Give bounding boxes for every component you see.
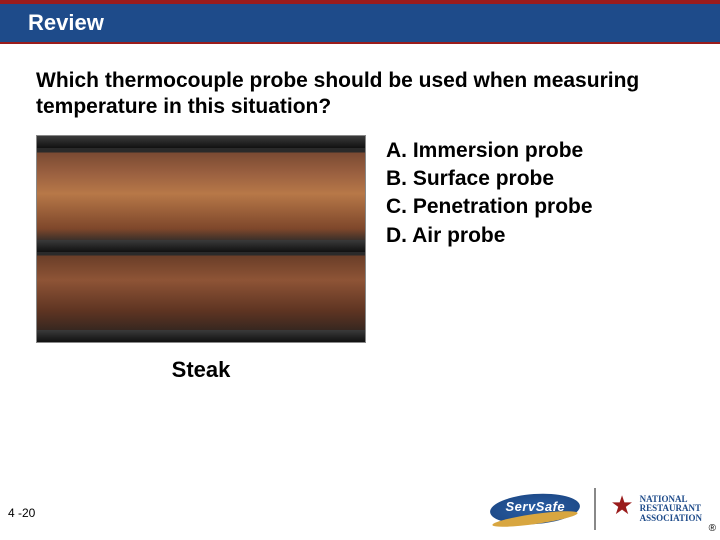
option-d: D. Air probe (386, 222, 684, 250)
option-letter: A. (386, 139, 407, 162)
logo-divider (594, 488, 596, 530)
question-text: Which thermocouple probe should be used … (36, 68, 684, 121)
header-bar: Review (0, 0, 720, 44)
option-letter: B. (386, 167, 407, 190)
header-title: Review (28, 10, 104, 36)
registered-mark: ® (709, 523, 716, 534)
option-label: Surface probe (413, 167, 554, 190)
options-column: A. Immersion probe B. Surface probe C. P… (386, 135, 684, 250)
steak-image (36, 135, 366, 343)
footer-logos: ServSafe ★ NATIONAL RESTAURANT ASSOCIATI… (490, 488, 702, 530)
image-column: Steak (36, 135, 366, 383)
option-label: Air probe (412, 224, 505, 247)
servsafe-logo: ServSafe (490, 490, 580, 528)
nra-logo-text: NATIONAL RESTAURANT ASSOCIATION (640, 495, 702, 523)
option-letter: C. (386, 195, 407, 218)
image-caption: Steak (36, 357, 366, 383)
option-label: Penetration probe (413, 195, 593, 218)
option-c: C. Penetration probe (386, 193, 684, 221)
option-a: A. Immersion probe (386, 137, 684, 165)
servsafe-swoosh-icon: ServSafe (490, 490, 580, 528)
content-area: Which thermocouple probe should be used … (0, 44, 720, 383)
nra-line3: ASSOCIATION (640, 514, 702, 523)
option-b: B. Surface probe (386, 165, 684, 193)
page-number: 4 -20 (8, 506, 35, 520)
servsafe-logo-text: ServSafe (490, 499, 580, 514)
star-icon: ★ (610, 492, 633, 518)
nra-logo: ★ NATIONAL RESTAURANT ASSOCIATION (610, 495, 702, 523)
main-row: Steak A. Immersion probe B. Surface prob… (36, 135, 684, 383)
option-label: Immersion probe (413, 139, 583, 162)
option-letter: D. (386, 224, 407, 247)
